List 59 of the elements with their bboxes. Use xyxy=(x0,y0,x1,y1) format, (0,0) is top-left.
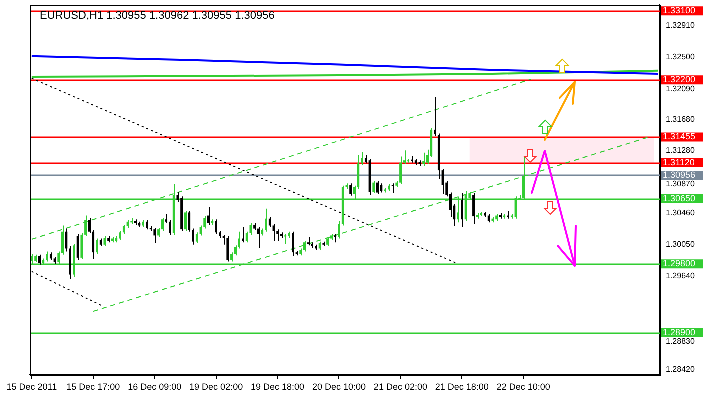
x-tick-label: 19 Dec 18:00 xyxy=(251,382,305,392)
x-tick-label: 15 Dec 17:00 xyxy=(66,382,120,392)
candlestick xyxy=(226,236,229,262)
ref-line-label: 1.30956 xyxy=(663,170,696,180)
ref-line-label: 1.29800 xyxy=(663,258,696,269)
candlestick xyxy=(272,224,276,242)
candlestick xyxy=(461,193,464,228)
ref-line-label: 1.32200 xyxy=(663,74,696,85)
ref-line-label: 1.31120 xyxy=(663,157,695,168)
y-tick-label: 1.31680 xyxy=(666,115,696,124)
x-tick-label: 21 Dec 02:00 xyxy=(374,382,428,392)
y-tick-label: 1.30870 xyxy=(666,180,696,189)
candlestick xyxy=(304,240,306,252)
y-tick-label: 1.28420 xyxy=(666,365,696,374)
candlestick xyxy=(472,193,475,225)
ref-line-label: 1.30650 xyxy=(663,193,696,204)
candlestick xyxy=(326,236,329,247)
candlestick xyxy=(215,219,218,235)
candlestick xyxy=(292,231,294,257)
candlestick xyxy=(376,180,379,195)
x-tick-label: 21 Dec 18:00 xyxy=(435,382,489,392)
candlestick xyxy=(146,220,148,230)
x-tick-label: 19 Dec 02:00 xyxy=(190,382,244,392)
candlestick xyxy=(434,96,436,137)
candlestick xyxy=(192,228,194,246)
y-tick-label: 1.32090 xyxy=(666,84,696,94)
candlestick xyxy=(372,180,375,194)
candlestick xyxy=(46,251,48,262)
ref-line-label: 1.33100 xyxy=(663,6,696,16)
ref-line-label: 1.28900 xyxy=(663,328,696,338)
candlestick xyxy=(165,214,168,224)
candlestick xyxy=(169,220,172,236)
y-tick-label: 1.32910 xyxy=(666,20,696,30)
candlestick xyxy=(361,152,364,166)
candlestick xyxy=(119,230,122,241)
candlestick xyxy=(338,220,340,240)
x-tick-label: 15 Dec 2011 xyxy=(6,382,58,392)
candlestick xyxy=(422,152,425,166)
candlestick xyxy=(154,228,156,244)
candlestick xyxy=(242,226,244,244)
candlestick xyxy=(122,224,126,235)
y-tick-label: 1.31280 xyxy=(666,146,696,155)
candlestick xyxy=(207,206,210,226)
candlestick xyxy=(350,183,352,196)
y-tick-label: 1.30460 xyxy=(666,208,696,218)
candlestick xyxy=(96,238,98,255)
candlestick xyxy=(196,232,198,244)
x-tick-label: 16 Dec 09:00 xyxy=(128,382,182,392)
x-tick-label: 20 Dec 10:00 xyxy=(312,382,366,392)
candlestick xyxy=(400,156,402,185)
y-tick-label: 1.30050 xyxy=(666,240,696,250)
x-tick-label: 22 Dec 10:00 xyxy=(496,382,550,392)
ref-line-label: 1.31455 xyxy=(663,132,696,142)
y-tick-label: 1.28830 xyxy=(666,337,696,346)
candlestick xyxy=(265,208,268,232)
y-tick-label: 1.29640 xyxy=(666,272,696,281)
y-tick-label: 1.32500 xyxy=(666,52,696,62)
text: EURUSD,H1 1.30955 1.30962 1.30955 1.30956 xyxy=(40,10,275,22)
candlestick xyxy=(38,254,41,266)
